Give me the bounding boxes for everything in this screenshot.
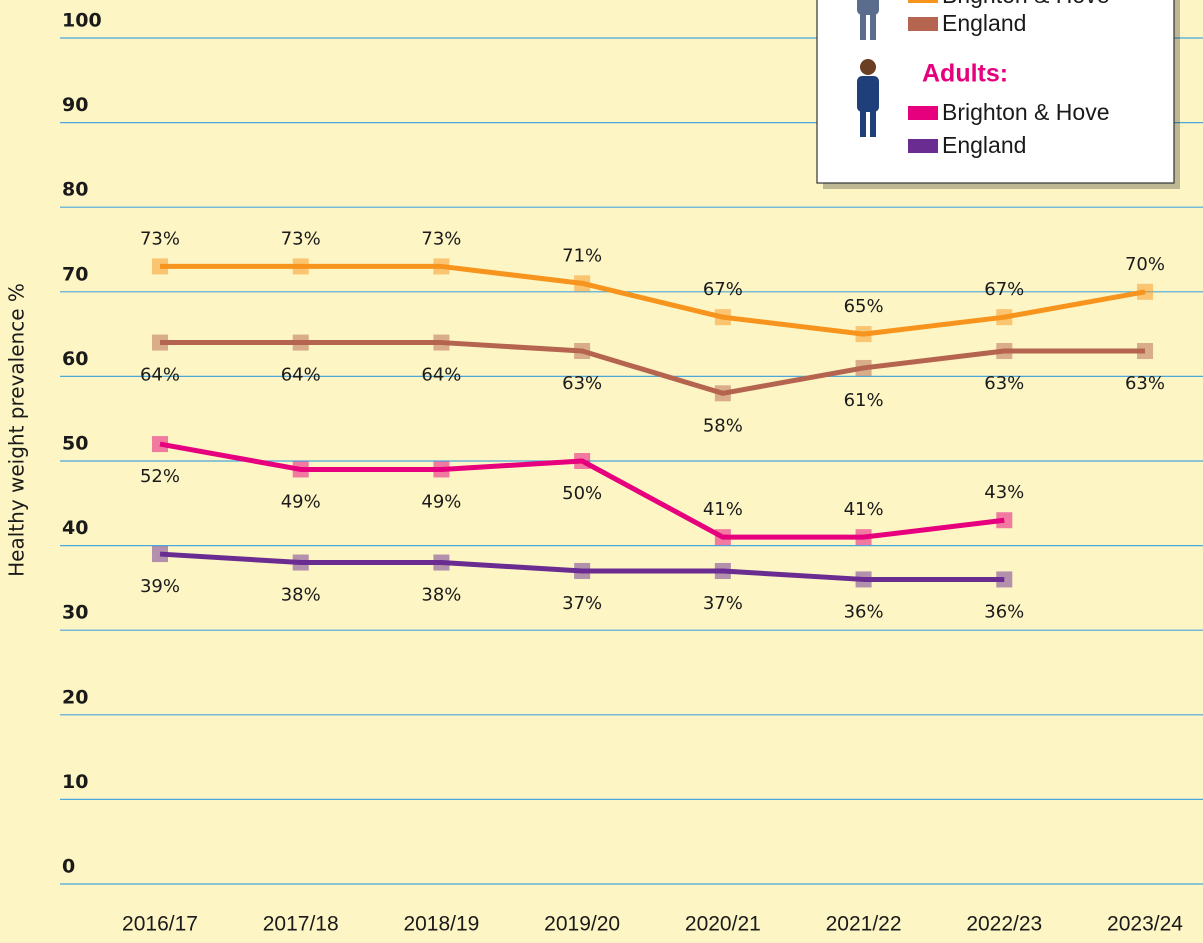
data-label: 67% bbox=[984, 279, 1024, 300]
x-tick-label: 2022/23 bbox=[966, 913, 1042, 936]
data-label: 70% bbox=[1125, 254, 1165, 275]
x-tick-label: 2020/21 bbox=[685, 913, 761, 936]
marker bbox=[574, 453, 590, 469]
legend-swatch bbox=[908, 17, 938, 31]
marker bbox=[856, 360, 872, 376]
marker bbox=[433, 555, 449, 571]
data-label: 64% bbox=[421, 365, 461, 386]
marker bbox=[293, 258, 309, 274]
data-label: 43% bbox=[984, 482, 1024, 503]
marker bbox=[433, 335, 449, 351]
icon bbox=[870, 111, 876, 137]
marker bbox=[996, 343, 1012, 359]
icon bbox=[860, 59, 876, 75]
data-label: 39% bbox=[140, 576, 180, 597]
data-label: 73% bbox=[421, 228, 461, 249]
data-label: 64% bbox=[140, 365, 180, 386]
marker bbox=[293, 555, 309, 571]
data-label: 73% bbox=[281, 228, 321, 249]
data-label: 58% bbox=[703, 415, 743, 436]
marker bbox=[574, 563, 590, 579]
marker bbox=[152, 335, 168, 351]
marker bbox=[433, 258, 449, 274]
icon bbox=[857, 0, 879, 15]
marker bbox=[574, 275, 590, 291]
page: Healthy weight prevalence % 0 10 20 30 40 50 6… bbox=[0, 0, 1203, 943]
marker bbox=[152, 258, 168, 274]
marker bbox=[715, 529, 731, 545]
data-label: 63% bbox=[562, 373, 602, 394]
legend-swatch bbox=[908, 139, 938, 153]
marker bbox=[715, 385, 731, 401]
marker bbox=[996, 309, 1012, 325]
data-label: 73% bbox=[140, 228, 180, 249]
x-tick-label: 2023/24 bbox=[1107, 913, 1183, 936]
marker bbox=[152, 436, 168, 452]
y-tick-label: 30 bbox=[62, 602, 88, 624]
y-tick-label: 50 bbox=[62, 433, 88, 455]
data-label: 52% bbox=[140, 466, 180, 487]
icon bbox=[860, 111, 866, 137]
legend-label: Brighton & Hove bbox=[942, 0, 1109, 8]
y-tick-label: 100 bbox=[62, 10, 102, 32]
legend-label: Brighton & Hove bbox=[942, 99, 1109, 125]
marker bbox=[433, 461, 449, 477]
marker bbox=[856, 326, 872, 342]
y-tick-label: 60 bbox=[62, 348, 88, 370]
icon bbox=[870, 14, 876, 40]
y-tick-label: 90 bbox=[62, 94, 88, 116]
y-tick-label: 10 bbox=[62, 771, 88, 793]
data-label: 37% bbox=[703, 593, 743, 614]
data-label: 67% bbox=[703, 279, 743, 300]
data-label: 36% bbox=[844, 601, 884, 622]
chart: Healthy weight prevalence % 0 10 20 30 40 50 6… bbox=[0, 0, 1203, 943]
marker bbox=[1137, 284, 1153, 300]
marker bbox=[1137, 343, 1153, 359]
y-tick-label: 80 bbox=[62, 179, 88, 201]
data-label: 63% bbox=[1125, 373, 1165, 394]
x-tick-label: 2016/17 bbox=[122, 913, 198, 936]
marker bbox=[996, 512, 1012, 528]
legend-label: England bbox=[942, 10, 1026, 36]
y-tick-label: 0 bbox=[62, 856, 75, 878]
data-label: 49% bbox=[281, 491, 321, 512]
data-label: 71% bbox=[562, 245, 602, 266]
marker bbox=[574, 343, 590, 359]
x-tick-label: 2019/20 bbox=[544, 913, 620, 936]
data-label: 65% bbox=[844, 296, 884, 317]
marker bbox=[856, 529, 872, 545]
marker bbox=[293, 461, 309, 477]
data-label: 50% bbox=[562, 483, 602, 504]
legend-swatch bbox=[908, 0, 938, 3]
legend-label: England bbox=[942, 132, 1026, 158]
data-label: 36% bbox=[984, 601, 1024, 622]
y-tick-label: 40 bbox=[62, 517, 88, 539]
data-label: 61% bbox=[844, 390, 884, 411]
data-label: 64% bbox=[281, 365, 321, 386]
data-label: 37% bbox=[562, 593, 602, 614]
x-tick-label: 2021/22 bbox=[826, 913, 902, 936]
legend: Brighton & Hove England Brighton & Hove Eng… bbox=[817, 0, 1180, 189]
marker bbox=[293, 335, 309, 351]
y-axis-title: Healthy weight prevalence % bbox=[5, 283, 29, 577]
data-label: 38% bbox=[421, 585, 461, 606]
data-label: 63% bbox=[984, 373, 1024, 394]
marker bbox=[996, 571, 1012, 587]
y-tick-label: 70 bbox=[62, 263, 88, 285]
marker bbox=[152, 546, 168, 562]
legend-swatch bbox=[908, 106, 938, 120]
data-label: 38% bbox=[281, 585, 321, 606]
x-tick-label: 2017/18 bbox=[263, 913, 339, 936]
marker bbox=[715, 309, 731, 325]
x-tick-label: 2018/19 bbox=[403, 913, 479, 936]
data-label: 41% bbox=[844, 499, 884, 520]
data-label: 41% bbox=[703, 499, 743, 520]
data-label: 49% bbox=[421, 491, 461, 512]
y-tick-label: 20 bbox=[62, 686, 88, 708]
icon bbox=[857, 76, 879, 112]
marker bbox=[715, 563, 731, 579]
marker bbox=[856, 571, 872, 587]
legend-heading: Adults: bbox=[922, 60, 1008, 88]
icon bbox=[860, 14, 866, 40]
